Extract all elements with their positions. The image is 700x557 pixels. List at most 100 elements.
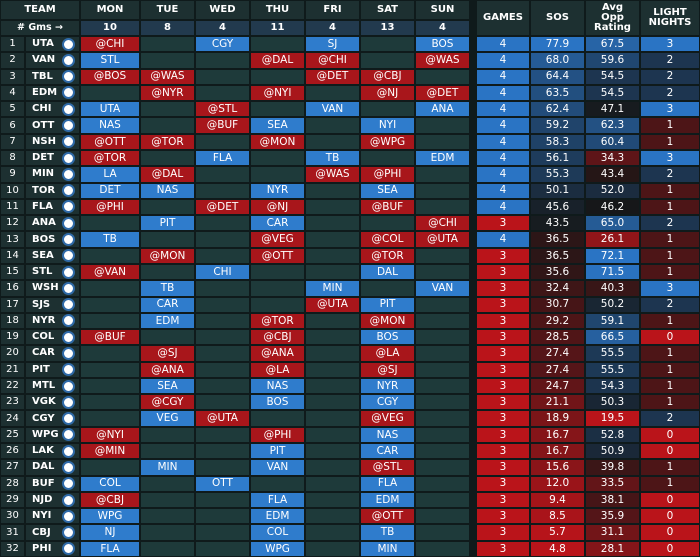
opponent: MIN [305, 280, 360, 297]
light-nights: 2 [640, 215, 700, 232]
opponent: @NYR [140, 84, 195, 102]
header-day: MON [80, 0, 140, 20]
empty-cell [415, 68, 470, 85]
sos: 15.6 [530, 459, 585, 476]
opponent: @OTT [80, 133, 140, 150]
games: 3 [476, 215, 530, 232]
avg-opp-rating: 55.5 [585, 345, 640, 362]
rank: 15 [0, 263, 25, 281]
games-count: 8 [140, 20, 195, 36]
empty-cell [140, 36, 195, 53]
avg-opp-rating: 66.5 [585, 329, 640, 346]
empty-cell [305, 377, 360, 395]
empty-cell [195, 296, 250, 313]
empty-cell [195, 443, 250, 460]
empty-cell [195, 426, 250, 444]
sos: 30.7 [530, 296, 585, 313]
rank: 21 [0, 361, 25, 378]
header-day: FRI [305, 0, 360, 20]
avg-opp-rating: 54.5 [585, 68, 640, 85]
rank: 3 [0, 68, 25, 85]
avg-opp-rating: 39.8 [585, 459, 640, 476]
rank: 1 [0, 36, 25, 53]
empty-cell [195, 361, 250, 378]
opponent: FLA [195, 149, 250, 167]
rank: 30 [0, 508, 25, 525]
empty-cell [305, 182, 360, 199]
sos: 64.4 [530, 68, 585, 85]
opponent: @DET [195, 198, 250, 216]
light-nights: 1 [640, 117, 700, 134]
opponent: @NYI [80, 426, 140, 444]
empty-cell [305, 84, 360, 102]
empty-cell [250, 149, 305, 167]
team-logo [62, 86, 75, 100]
opponent: NYR [360, 377, 415, 395]
opponent: BOS [250, 394, 305, 411]
games: 3 [476, 296, 530, 313]
opponent: NAS [250, 377, 305, 395]
empty-cell [250, 280, 305, 297]
avg-opp-rating: 52.0 [585, 182, 640, 199]
opponent: LA [80, 166, 140, 183]
avg-opp-rating: 65.0 [585, 215, 640, 232]
team-logo [62, 298, 75, 312]
opponent: @DAL [250, 52, 305, 69]
empty-cell [415, 263, 470, 281]
empty-cell [415, 247, 470, 264]
team-logo [62, 184, 75, 198]
opponent: UTA [80, 101, 140, 118]
opponent: FLA [360, 475, 415, 492]
opponent: @ANA [140, 361, 195, 378]
light-nights: 0 [640, 426, 700, 444]
rank: 12 [0, 215, 25, 232]
rank: 8 [0, 149, 25, 167]
games: 4 [476, 166, 530, 183]
opponent: @WAS [140, 68, 195, 85]
empty-cell [195, 312, 250, 330]
light-nights: 0 [640, 329, 700, 346]
games: 3 [476, 459, 530, 476]
opponent: @STL [195, 101, 250, 118]
empty-cell [140, 198, 195, 216]
team-logo [62, 460, 75, 474]
avg-opp-rating: 47.1 [585, 101, 640, 118]
header-day: TUE [140, 0, 195, 20]
avg-opp-rating: 31.1 [585, 524, 640, 541]
empty-cell [415, 540, 470, 557]
rank: 17 [0, 296, 25, 313]
opponent: NAS [360, 426, 415, 444]
light-nights: 3 [640, 280, 700, 297]
opponent: COL [250, 524, 305, 541]
opponent: WPG [80, 508, 140, 525]
opponent: COL [80, 475, 140, 492]
rank: 29 [0, 491, 25, 509]
empty-cell [360, 280, 415, 297]
empty-cell [80, 247, 140, 264]
empty-cell [305, 540, 360, 557]
empty-cell [360, 52, 415, 69]
rank: 14 [0, 247, 25, 264]
avg-opp-rating: 72.1 [585, 247, 640, 264]
empty-cell [140, 426, 195, 444]
light-nights: 1 [640, 394, 700, 411]
rank: 16 [0, 280, 25, 297]
sos: 18.9 [530, 410, 585, 427]
light-nights: 0 [640, 508, 700, 525]
empty-cell [80, 377, 140, 395]
header-day: WED [195, 0, 250, 20]
light-nights: 1 [640, 247, 700, 264]
empty-cell [140, 508, 195, 525]
empty-cell [305, 263, 360, 281]
opponent: BOS [415, 36, 470, 53]
empty-cell [415, 296, 470, 313]
sos: 8.5 [530, 508, 585, 525]
empty-cell [250, 475, 305, 492]
empty-cell [305, 524, 360, 541]
empty-cell [80, 312, 140, 330]
light-nights: 2 [640, 84, 700, 102]
empty-cell [415, 524, 470, 541]
empty-cell [195, 215, 250, 232]
games-count: 11 [250, 20, 305, 36]
